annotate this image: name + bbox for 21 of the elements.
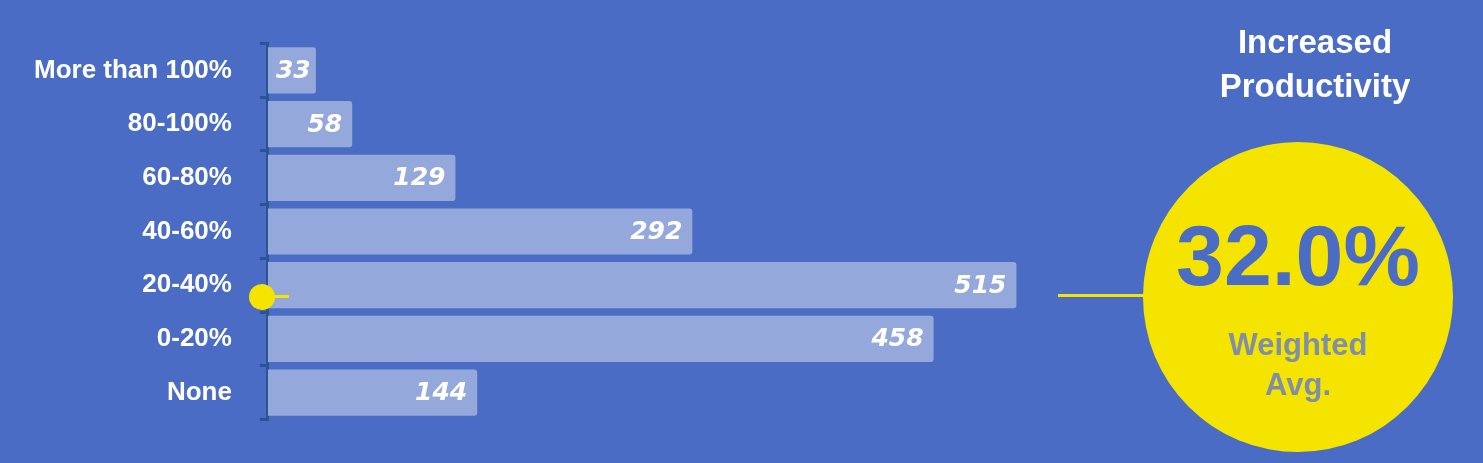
y-tick-label: 0-20%	[156, 322, 232, 353]
data-label: 515	[954, 269, 1007, 299]
bar	[267, 154, 456, 201]
data-label: 458	[870, 323, 924, 353]
text: Increased Productivity	[1218, 22, 1412, 106]
data-label: 58	[307, 108, 343, 138]
data-label: 129	[393, 162, 446, 192]
y-tick-label: 20-40%	[142, 268, 232, 299]
data-label: 144	[415, 377, 468, 407]
bar	[267, 369, 478, 416]
text: Weighted Avg.	[1227, 326, 1369, 404]
y-tick-label: 60-80%	[142, 160, 232, 191]
bar	[267, 315, 934, 362]
y-tick-label: More than 100%	[33, 53, 232, 84]
data-label: 33	[275, 54, 311, 84]
y-tick-label: 80-100%	[127, 107, 232, 138]
bar	[267, 208, 693, 255]
data-label: 292	[630, 216, 683, 245]
y-tick-label: None	[166, 375, 232, 406]
text: 32.0%	[1175, 206, 1421, 305]
y-tick-label: 40-60%	[142, 214, 232, 245]
